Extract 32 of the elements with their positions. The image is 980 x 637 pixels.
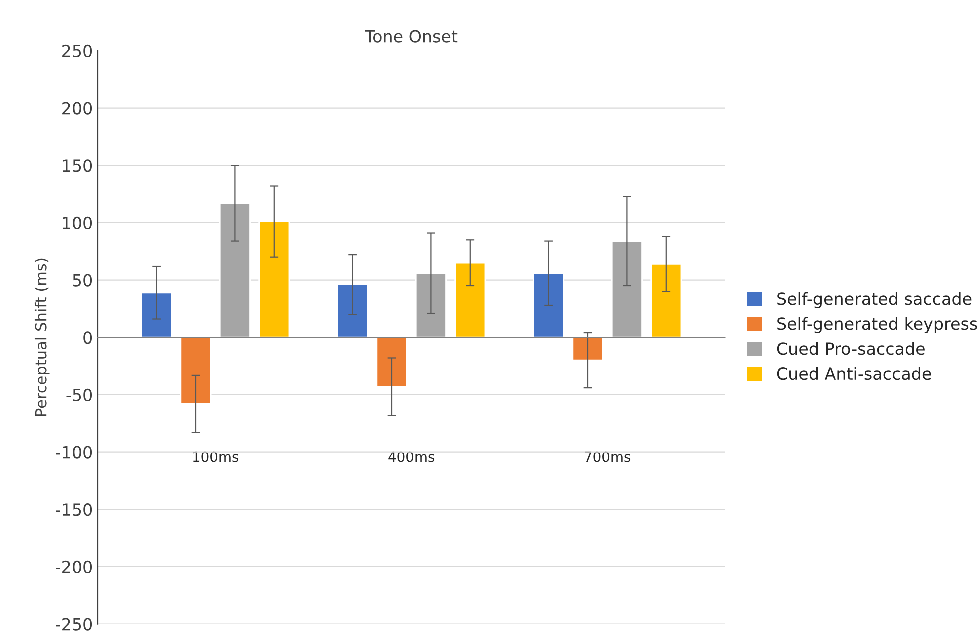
bar: [376, 336, 408, 388]
legend-label: Cued Anti-saccade: [777, 367, 932, 380]
bar: [572, 336, 604, 362]
bar: [415, 272, 447, 338]
y-tick-label: 100: [63, 216, 92, 230]
legend-label: Cued Pro-saccade: [777, 342, 925, 356]
y-tick-label: 150: [63, 160, 92, 172]
x-tick-label: 100ms: [193, 452, 239, 462]
x-tick-label: 400ms: [388, 452, 435, 462]
y-tick-label: 200: [62, 102, 92, 115]
bar: [454, 262, 486, 338]
bar: [258, 221, 290, 338]
y-axis-title: Perceptual Shift (ms): [34, 258, 50, 416]
bar: [611, 240, 643, 338]
bar: [180, 336, 212, 405]
bar: [650, 264, 682, 338]
y-tick-label: -50: [66, 388, 92, 402]
y-tick-label: -200: [56, 560, 92, 574]
y-tick-label: 50: [73, 274, 92, 287]
y-tick-label: -100: [56, 446, 92, 459]
y-tick-label: -150: [56, 504, 92, 516]
bar: [337, 284, 369, 338]
legend-label: Self-generated saccade: [778, 292, 972, 308]
bar: [219, 202, 251, 338]
legend-label: Self-generated keypress: [778, 317, 978, 334]
x-tick-label: 700ms: [585, 452, 631, 462]
chart-title: Tone Onset: [365, 30, 458, 43]
y-tick-label: 0: [84, 332, 92, 344]
y-tick-label: -250: [56, 618, 92, 631]
bar: [533, 272, 565, 338]
bar: [141, 292, 173, 338]
y-tick-label: 250: [62, 44, 92, 58]
